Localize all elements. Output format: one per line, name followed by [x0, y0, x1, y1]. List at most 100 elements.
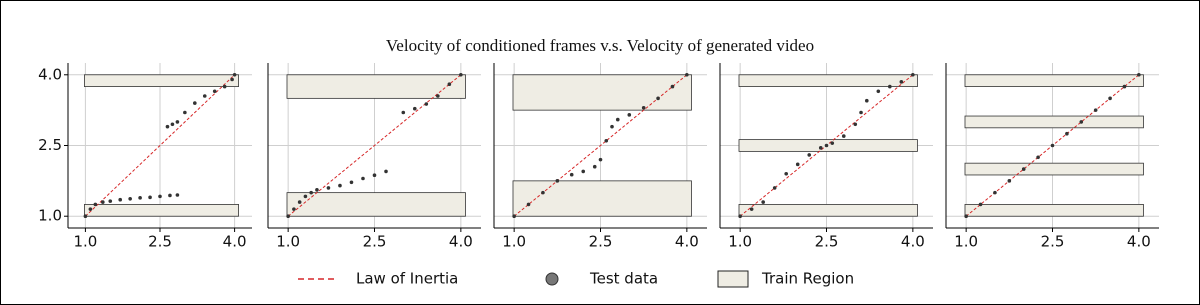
test-point — [165, 124, 170, 129]
legend-patch — [717, 270, 749, 288]
y-tick-label: 1.0 — [38, 207, 62, 225]
train-region — [964, 115, 1144, 129]
test-point — [175, 193, 180, 197]
train-region — [84, 204, 239, 217]
x-tick-label: 4.0 — [223, 233, 247, 251]
legend-marker — [545, 272, 559, 286]
test-point — [183, 110, 187, 115]
x-tick-label: 2.5 — [148, 233, 172, 251]
test-point — [338, 183, 342, 188]
train-region — [738, 204, 918, 217]
train-region — [286, 192, 466, 217]
x-tick-label: 4.0 — [1127, 233, 1151, 251]
test-point — [158, 194, 162, 199]
test-point — [309, 190, 313, 195]
train-region — [964, 162, 1144, 176]
x-tick-label: 1.0 — [728, 233, 752, 251]
test-point — [656, 96, 660, 101]
test-point — [876, 89, 881, 94]
x-tick-label: 1.0 — [502, 233, 526, 251]
test-point — [1093, 108, 1098, 112]
test-point — [202, 94, 207, 98]
test-point — [749, 207, 754, 211]
test-point — [138, 196, 142, 200]
train-region — [964, 204, 1144, 217]
test-point — [88, 207, 93, 211]
test-point — [128, 196, 132, 201]
test-point — [818, 146, 823, 150]
test-point — [864, 98, 869, 103]
test-point — [761, 200, 765, 204]
test-point — [108, 199, 113, 203]
test-point — [212, 89, 217, 94]
test-point — [592, 164, 597, 169]
test-point — [899, 80, 904, 84]
test-point — [795, 162, 800, 167]
law-of-inertia-line — [85, 74, 235, 217]
test-point — [315, 188, 319, 192]
test-point — [436, 94, 440, 98]
test-point — [615, 117, 620, 122]
test-point — [401, 110, 406, 115]
test-point — [598, 157, 603, 162]
test-point — [230, 77, 234, 82]
x-tick-label: 2.5 — [1041, 233, 1065, 251]
test-point — [1122, 84, 1127, 89]
test-point — [772, 186, 777, 190]
test-point — [1021, 167, 1026, 171]
test-point — [581, 169, 586, 174]
test-point — [604, 138, 609, 143]
test-point — [830, 141, 835, 145]
test-point — [286, 214, 290, 219]
law-of-inertia-line — [287, 74, 462, 217]
test-point — [738, 214, 742, 219]
test-point — [148, 195, 152, 200]
test-point — [1079, 120, 1084, 124]
test-point — [168, 193, 172, 198]
test-point — [1065, 131, 1069, 136]
test-point — [569, 172, 574, 177]
test-point — [372, 173, 377, 177]
chart-title: Velocity of conditioned frames v.s. Velo… — [386, 36, 814, 55]
test-point — [670, 84, 675, 89]
test-point — [784, 171, 789, 176]
test-point — [641, 105, 646, 110]
subplot: 1.0 2.5 4.0 — [945, 63, 1159, 251]
test-point — [541, 190, 545, 195]
test-point — [384, 169, 388, 174]
test-point — [512, 214, 516, 219]
test-point — [101, 200, 105, 204]
y-tick-label: 2.5 — [38, 136, 62, 154]
legend-label: Train Region — [761, 270, 854, 288]
test-point — [118, 197, 123, 202]
test-point — [222, 84, 227, 89]
test-point — [978, 202, 983, 207]
test-point — [170, 122, 175, 127]
train-region — [84, 74, 239, 87]
test-point — [1050, 143, 1055, 148]
subplot: 1.0 2.5 4.0 — [719, 63, 933, 251]
x-tick-label: 1.0 — [276, 233, 300, 251]
test-point — [83, 214, 88, 219]
test-point — [807, 153, 812, 157]
test-point — [1108, 96, 1112, 101]
test-point — [175, 120, 180, 124]
test-point — [853, 122, 858, 127]
test-point — [459, 72, 463, 77]
subplot: 1.0 2.5 4.0 — [267, 63, 481, 251]
test-point — [685, 72, 689, 77]
test-point — [526, 202, 531, 207]
x-tick-label: 4.0 — [449, 233, 473, 251]
legend-label: Test data — [589, 270, 658, 288]
test-point — [303, 194, 308, 199]
test-point — [627, 113, 632, 117]
legend-label: Law of Inertia — [356, 270, 458, 288]
test-point — [412, 106, 417, 111]
train-region — [964, 74, 1144, 87]
test-point — [841, 134, 846, 138]
train-region — [286, 74, 466, 99]
test-point — [349, 180, 354, 185]
x-tick-label: 1.0 — [73, 233, 97, 251]
subplot: 1.0 2.5 4.0 1.0 2.5 4.0 — [38, 63, 252, 251]
